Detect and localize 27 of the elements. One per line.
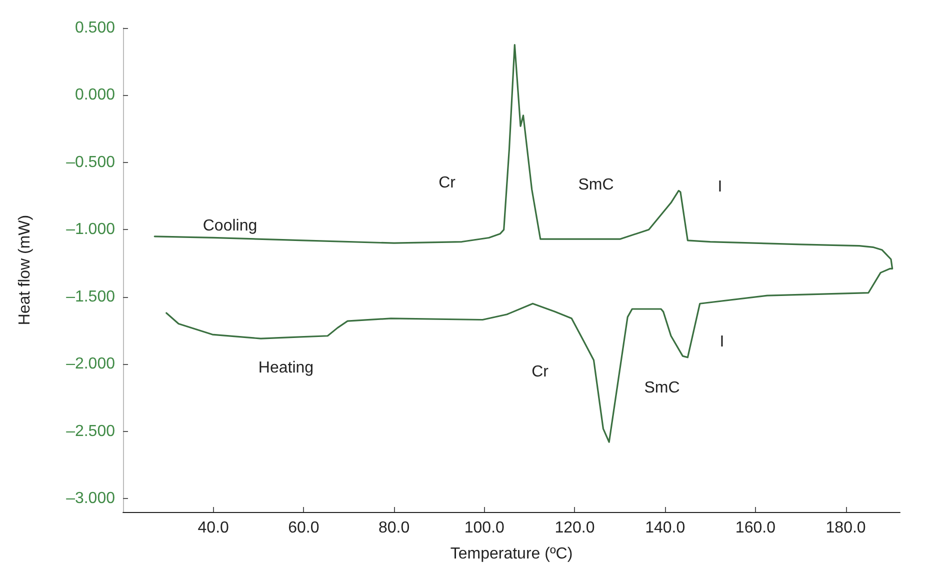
x-tick-label: 120.0 [554,520,595,536]
x-tick-label: 180.0 [826,520,866,536]
annotation: Heating [258,360,314,376]
annotation: I [720,334,724,350]
x-tick-label: 100.0 [464,520,505,536]
annotation: SmC [578,176,614,194]
line-series [154,44,894,443]
x-tick-label: 60.0 [288,520,320,536]
y-tick-label: 0.000 [74,86,116,104]
annotation: I [718,178,722,196]
x-tick-label: 80.0 [378,520,410,536]
y-tick-label: –1.000 [66,221,116,238]
y-axis-title: Heat flow (mW) [16,214,34,326]
annotation: Cr [438,174,456,192]
annotation: Cr [532,364,550,380]
x-tick-label: 40.0 [198,520,230,536]
x-tick-label: 160.0 [735,520,776,536]
y-tick-label: 0.500 [74,20,116,36]
y-tick-label: –3.000 [66,490,116,508]
x-tick-label: 140.0 [645,520,686,536]
annotation: Cooling [202,218,258,234]
annotation: SmC [644,380,680,396]
y-tick-label: –0.500 [66,154,116,171]
x-axis-title: Temperature (ºC) [450,546,573,562]
y-tick-label: –2.500 [66,422,116,440]
y-tick-label: –1.500 [66,288,116,306]
y-tick-label: –2.000 [66,356,116,373]
